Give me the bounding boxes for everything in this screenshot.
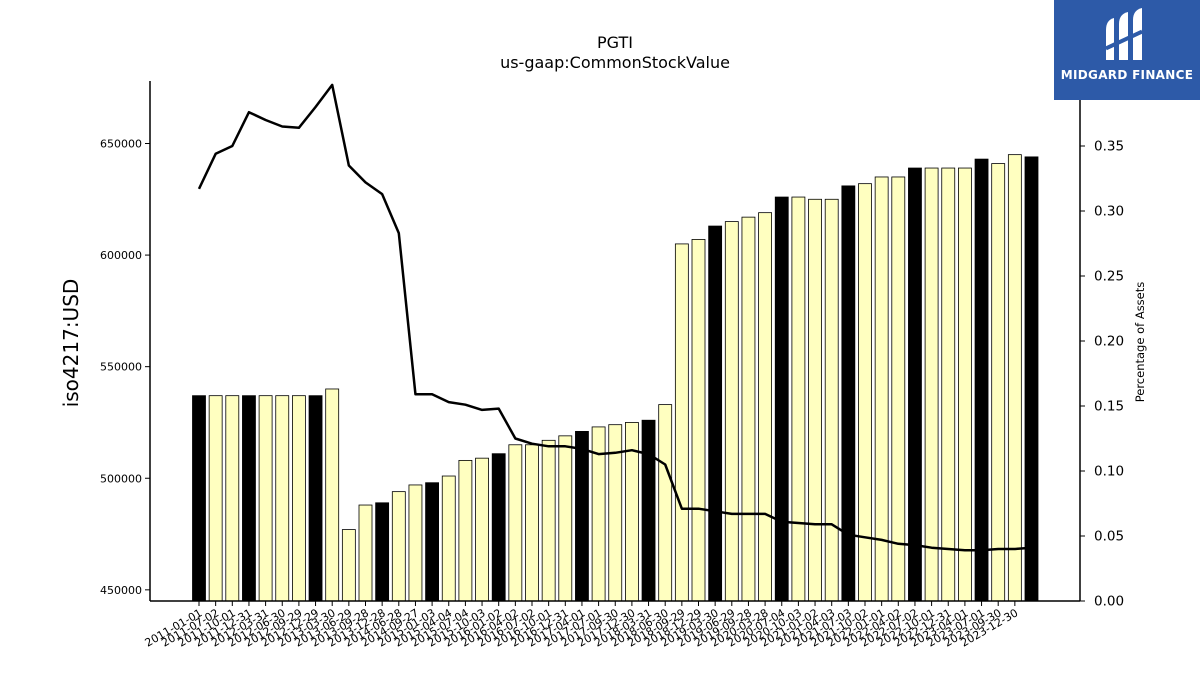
bar <box>824 198 839 602</box>
y2-tick-label: 0.25 <box>1094 269 1124 285</box>
bar <box>341 529 356 602</box>
bar <box>641 419 656 602</box>
bar <box>192 395 206 602</box>
bar <box>325 388 340 602</box>
bar <box>708 225 723 602</box>
bar <box>674 243 689 602</box>
bar <box>874 176 889 602</box>
bar <box>225 395 240 602</box>
bar <box>208 395 223 602</box>
bar <box>908 167 922 602</box>
bar <box>558 435 573 602</box>
bar <box>924 167 939 602</box>
chart-title: PGTI <box>597 33 633 52</box>
bar <box>841 185 856 602</box>
bar <box>791 196 806 602</box>
bar <box>475 457 489 602</box>
y2-tick-label: 0.35 <box>1094 139 1124 155</box>
bar <box>441 475 456 602</box>
bar <box>658 404 673 602</box>
y-tick-label: 650000 <box>100 137 142 150</box>
bar <box>508 444 523 602</box>
y-axis-label: iso4217:USD <box>59 279 83 408</box>
bar <box>974 158 989 602</box>
y2-tick-label: 0.05 <box>1094 529 1124 545</box>
bar <box>741 216 756 602</box>
bar <box>541 439 556 602</box>
bar <box>525 444 539 602</box>
bar <box>275 395 290 602</box>
bar <box>491 453 506 602</box>
bar <box>774 196 789 602</box>
bar <box>308 395 323 602</box>
bar <box>358 504 373 602</box>
logo-mark-icon <box>1105 8 1143 60</box>
y2-tick-label: 0.15 <box>1094 399 1124 415</box>
y-tick-label: 500000 <box>100 472 142 485</box>
bar <box>1007 154 1022 602</box>
y-tick-label: 450000 <box>100 584 142 597</box>
bar <box>758 212 772 602</box>
series-line <box>197 83 1032 552</box>
bar <box>808 198 822 602</box>
y-tick-label: 600000 <box>100 249 142 262</box>
bar <box>258 395 273 602</box>
bar <box>458 459 473 602</box>
bar <box>724 221 739 602</box>
y-tick-label: 550000 <box>100 361 142 374</box>
y2-tick-label: 0.20 <box>1094 334 1124 350</box>
y2-tick-label: 0.10 <box>1094 464 1124 480</box>
bar <box>691 239 706 602</box>
bar <box>425 482 440 602</box>
brand-logo: MIDGARD FINANCE <box>1054 0 1200 100</box>
bar <box>408 484 423 602</box>
bar <box>958 167 972 602</box>
bar <box>242 395 256 602</box>
bar <box>291 395 306 602</box>
bar <box>991 163 1006 602</box>
y2-tick-label: 0.30 <box>1094 204 1124 220</box>
bar <box>391 491 406 602</box>
brand-name: MIDGARD FINANCE <box>1060 68 1194 82</box>
bar <box>891 176 906 602</box>
bar <box>575 430 589 602</box>
plot-area: 450000 500000 550000 600000 650000 0.00 0.05 0.… <box>100 74 1124 650</box>
chart-subtitle: us-gaap:CommonStockValue <box>500 53 730 72</box>
bar <box>941 167 956 602</box>
y2-tick-label: 0.00 <box>1094 594 1124 610</box>
bar <box>375 502 390 602</box>
y2-axis-label: Percentage of Assets <box>1133 282 1147 403</box>
bar <box>1024 156 1039 602</box>
